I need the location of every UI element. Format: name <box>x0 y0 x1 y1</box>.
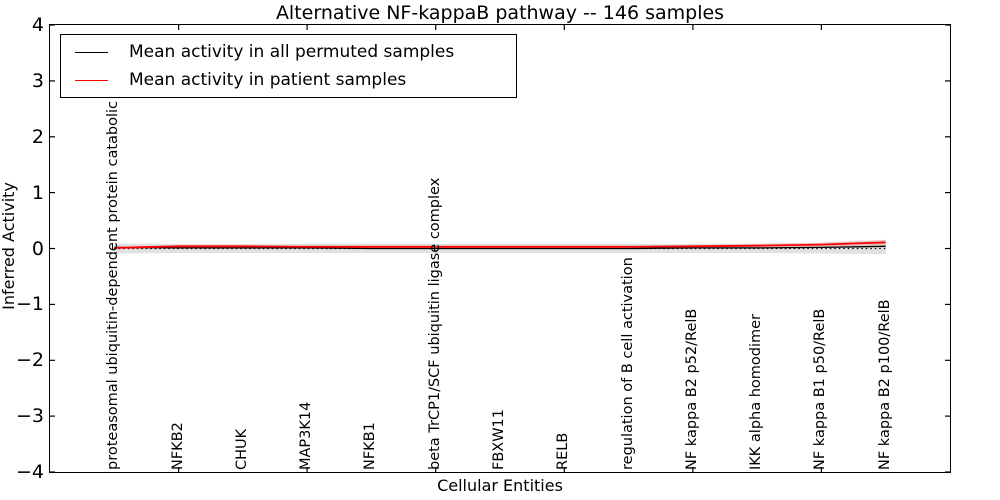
y-axis-title: Inferred Activity <box>0 182 18 310</box>
x-category-label: proteasomal ubiquitin-dependent protein … <box>105 81 122 470</box>
x-category-label: CHUK <box>233 428 250 470</box>
x-category-label: MAP3K14 <box>298 401 315 470</box>
legend-label: Mean activity in all permuted samples <box>129 42 455 62</box>
plot-frame <box>49 24 951 473</box>
legend-entry-patient: Mean activity in patient samples <box>75 67 516 93</box>
x-category-label: IKK alpha homodimer <box>748 313 765 470</box>
y-tick-label: −1 <box>15 293 44 316</box>
y-tick-label: 3 <box>31 69 44 92</box>
x-axis-title: Cellular Entities <box>437 476 563 495</box>
y-tick-label: 1 <box>31 181 44 204</box>
x-category-label: NFKB1 <box>362 422 379 470</box>
x-category-label: RELB <box>555 432 572 470</box>
x-category-label: NF kappa B2 p100/RelB <box>876 299 893 470</box>
legend-entry-permuted: Mean activity in all permuted samples <box>75 39 516 65</box>
series-line-permuted <box>114 245 886 250</box>
y-tick-label: −3 <box>15 405 44 428</box>
x-category-label: NFKB2 <box>169 422 186 470</box>
y-tick-label: −4 <box>15 461 44 483</box>
y-tick-label: 2 <box>31 125 44 148</box>
x-category-label: beta TrCP1/SCF ubiquitin ligase complex <box>426 177 443 470</box>
y-tick-label: 4 <box>31 14 44 36</box>
red-line-swatch-icon <box>75 79 108 81</box>
plot-area <box>50 25 950 472</box>
y-tick-label: 0 <box>31 237 44 260</box>
legend-box: Mean activity in all permuted samples Me… <box>60 34 517 98</box>
chart-title: Alternative NF-kappaB pathway -- 146 sam… <box>275 2 725 24</box>
x-category-label: NF kappa B2 p52/RelB <box>683 308 700 470</box>
series-line-patient <box>114 241 886 249</box>
legend-label: Mean activity in patient samples <box>129 70 407 90</box>
x-category-label: regulation of B cell activation <box>619 257 636 470</box>
x-category-label: FBXW11 <box>491 408 507 470</box>
x-category-label: NF kappa B1 p50/RelB <box>812 308 829 470</box>
black-line-swatch-icon <box>75 51 108 53</box>
y-tick-label: −2 <box>15 349 44 372</box>
